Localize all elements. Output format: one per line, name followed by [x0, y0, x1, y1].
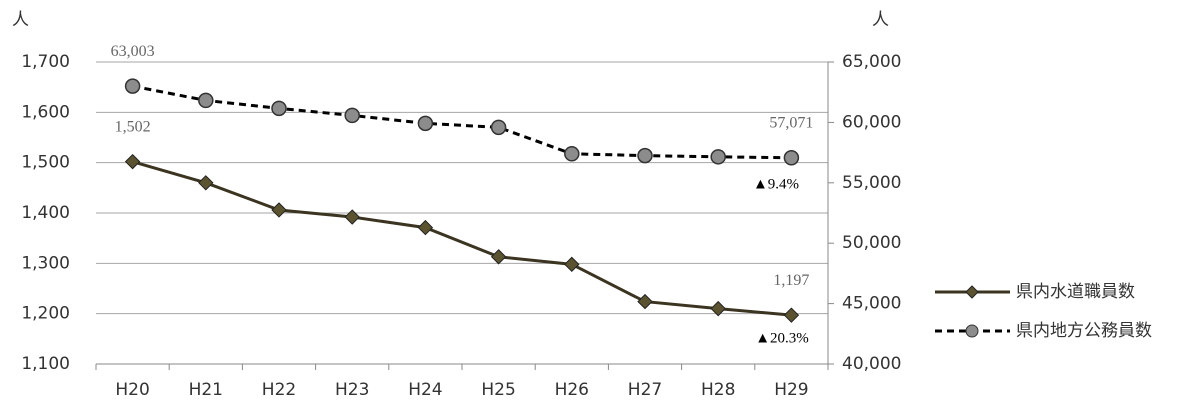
marker — [637, 293, 653, 310]
legend-marker — [965, 324, 979, 338]
marker — [124, 78, 141, 94]
series-line — [132, 160, 792, 317]
marker — [637, 147, 653, 164]
marker — [564, 146, 580, 162]
marker — [783, 150, 800, 166]
marker — [198, 175, 214, 191]
y2-tick-label: 55,000 — [842, 173, 901, 193]
marker — [198, 92, 214, 109]
y-tick-label: 1,400 — [21, 203, 70, 223]
marker — [124, 153, 141, 170]
value-label: 57,071 — [769, 114, 813, 131]
y-axis-label: 人 — [12, 10, 29, 30]
marker — [344, 107, 360, 124]
y-tick-label: 1,700 — [21, 52, 70, 72]
marker — [344, 209, 360, 225]
x-tick-label: H29 — [774, 380, 808, 400]
x-tick-label: H21 — [189, 380, 223, 400]
y2-tick-label: 40,000 — [842, 354, 901, 374]
series-line — [132, 84, 792, 160]
y2-tick-label: 60,000 — [842, 112, 901, 132]
y-tick-label: 1,300 — [21, 253, 70, 273]
value-label: 1,502 — [115, 118, 151, 135]
legend-marker — [965, 285, 979, 299]
y2-tick-label: 50,000 — [842, 233, 901, 253]
marker — [417, 219, 434, 236]
marker — [490, 249, 507, 265]
x-tick-label: H24 — [408, 380, 442, 400]
marker — [271, 100, 287, 117]
marker — [271, 202, 287, 218]
y2-axis-label: 人 — [872, 10, 889, 30]
y-tick-label: 1,500 — [21, 153, 70, 173]
x-tick-label: H23 — [335, 380, 369, 400]
legend-label: 県内水道職員数 — [1016, 282, 1135, 302]
x-tick-label: H28 — [701, 380, 735, 400]
marker — [490, 119, 507, 136]
y-tick-label: 1,600 — [21, 102, 70, 122]
marker — [783, 307, 800, 323]
marker — [710, 149, 726, 165]
value-label: 63,003 — [111, 43, 155, 60]
y2-tick-label: 65,000 — [842, 52, 901, 72]
x-tick-label: H27 — [628, 380, 662, 400]
marker — [417, 115, 434, 132]
x-tick-label: H26 — [555, 380, 589, 400]
y2-tick-label: 45,000 — [842, 294, 901, 314]
y-tick-label: 1,100 — [21, 354, 70, 374]
y-tick-label: 1,200 — [21, 304, 70, 324]
marker — [710, 300, 726, 317]
x-tick-label: H25 — [481, 380, 515, 400]
marker — [564, 256, 580, 273]
x-tick-label: H20 — [115, 380, 149, 400]
annotation: ▲9.4% — [753, 176, 799, 192]
x-tick-label: H22 — [262, 380, 296, 400]
value-label: 1,197 — [773, 272, 809, 289]
annotation: ▲20.3% — [755, 330, 809, 346]
legend-label: 県内地方公務員数 — [1016, 321, 1152, 341]
